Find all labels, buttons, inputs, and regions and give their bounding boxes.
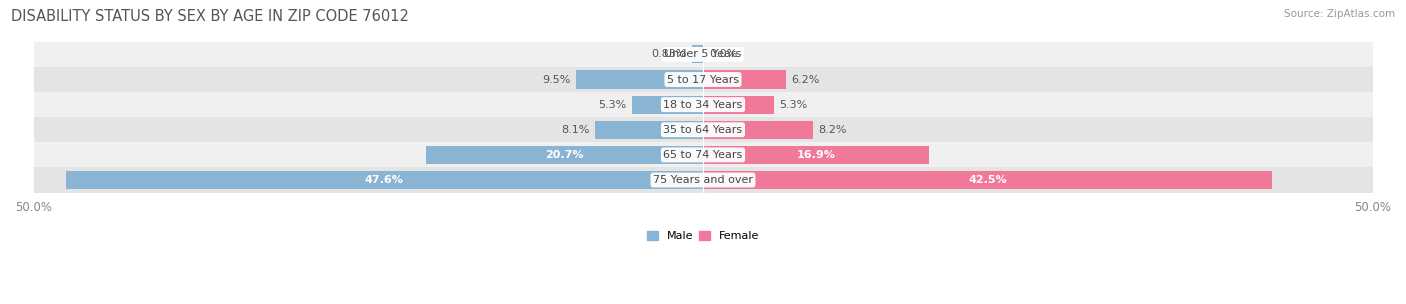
Bar	[703, 146, 929, 164]
Text: Source: ZipAtlas.com: Source: ZipAtlas.com	[1284, 9, 1395, 19]
Text: 5.3%: 5.3%	[599, 100, 627, 110]
Text: 47.6%: 47.6%	[366, 175, 404, 185]
Text: 5 to 17 Years: 5 to 17 Years	[666, 74, 740, 85]
Text: 9.5%: 9.5%	[543, 74, 571, 85]
Text: 42.5%: 42.5%	[969, 175, 1007, 185]
Bar	[633, 95, 703, 114]
Legend: Male, Female: Male, Female	[643, 226, 763, 246]
Text: 0.83%: 0.83%	[651, 49, 686, 59]
Text: 18 to 34 Years: 18 to 34 Years	[664, 100, 742, 110]
Text: 35 to 64 Years: 35 to 64 Years	[664, 125, 742, 135]
Bar	[34, 92, 1372, 117]
Bar	[34, 42, 1372, 67]
Text: 75 Years and over: 75 Years and over	[652, 175, 754, 185]
Bar	[66, 171, 703, 189]
Text: 8.2%: 8.2%	[818, 125, 846, 135]
Bar	[34, 168, 1372, 192]
Bar	[34, 67, 1372, 92]
Text: 5.3%: 5.3%	[779, 100, 807, 110]
Bar	[703, 71, 786, 88]
Bar	[34, 117, 1372, 142]
Text: 65 to 74 Years: 65 to 74 Years	[664, 150, 742, 160]
Text: 6.2%: 6.2%	[792, 74, 820, 85]
Bar	[703, 95, 773, 114]
Bar	[426, 146, 703, 164]
Bar	[34, 142, 1372, 168]
Text: DISABILITY STATUS BY SEX BY AGE IN ZIP CODE 76012: DISABILITY STATUS BY SEX BY AGE IN ZIP C…	[11, 9, 409, 24]
Bar	[703, 171, 1272, 189]
Bar	[692, 45, 703, 64]
Text: Under 5 Years: Under 5 Years	[665, 49, 741, 59]
Bar	[703, 121, 813, 139]
Bar	[576, 71, 703, 88]
Text: 8.1%: 8.1%	[561, 125, 589, 135]
Bar	[595, 121, 703, 139]
Text: 0.0%: 0.0%	[710, 49, 738, 59]
Text: 20.7%: 20.7%	[546, 150, 583, 160]
Text: 16.9%: 16.9%	[797, 150, 835, 160]
